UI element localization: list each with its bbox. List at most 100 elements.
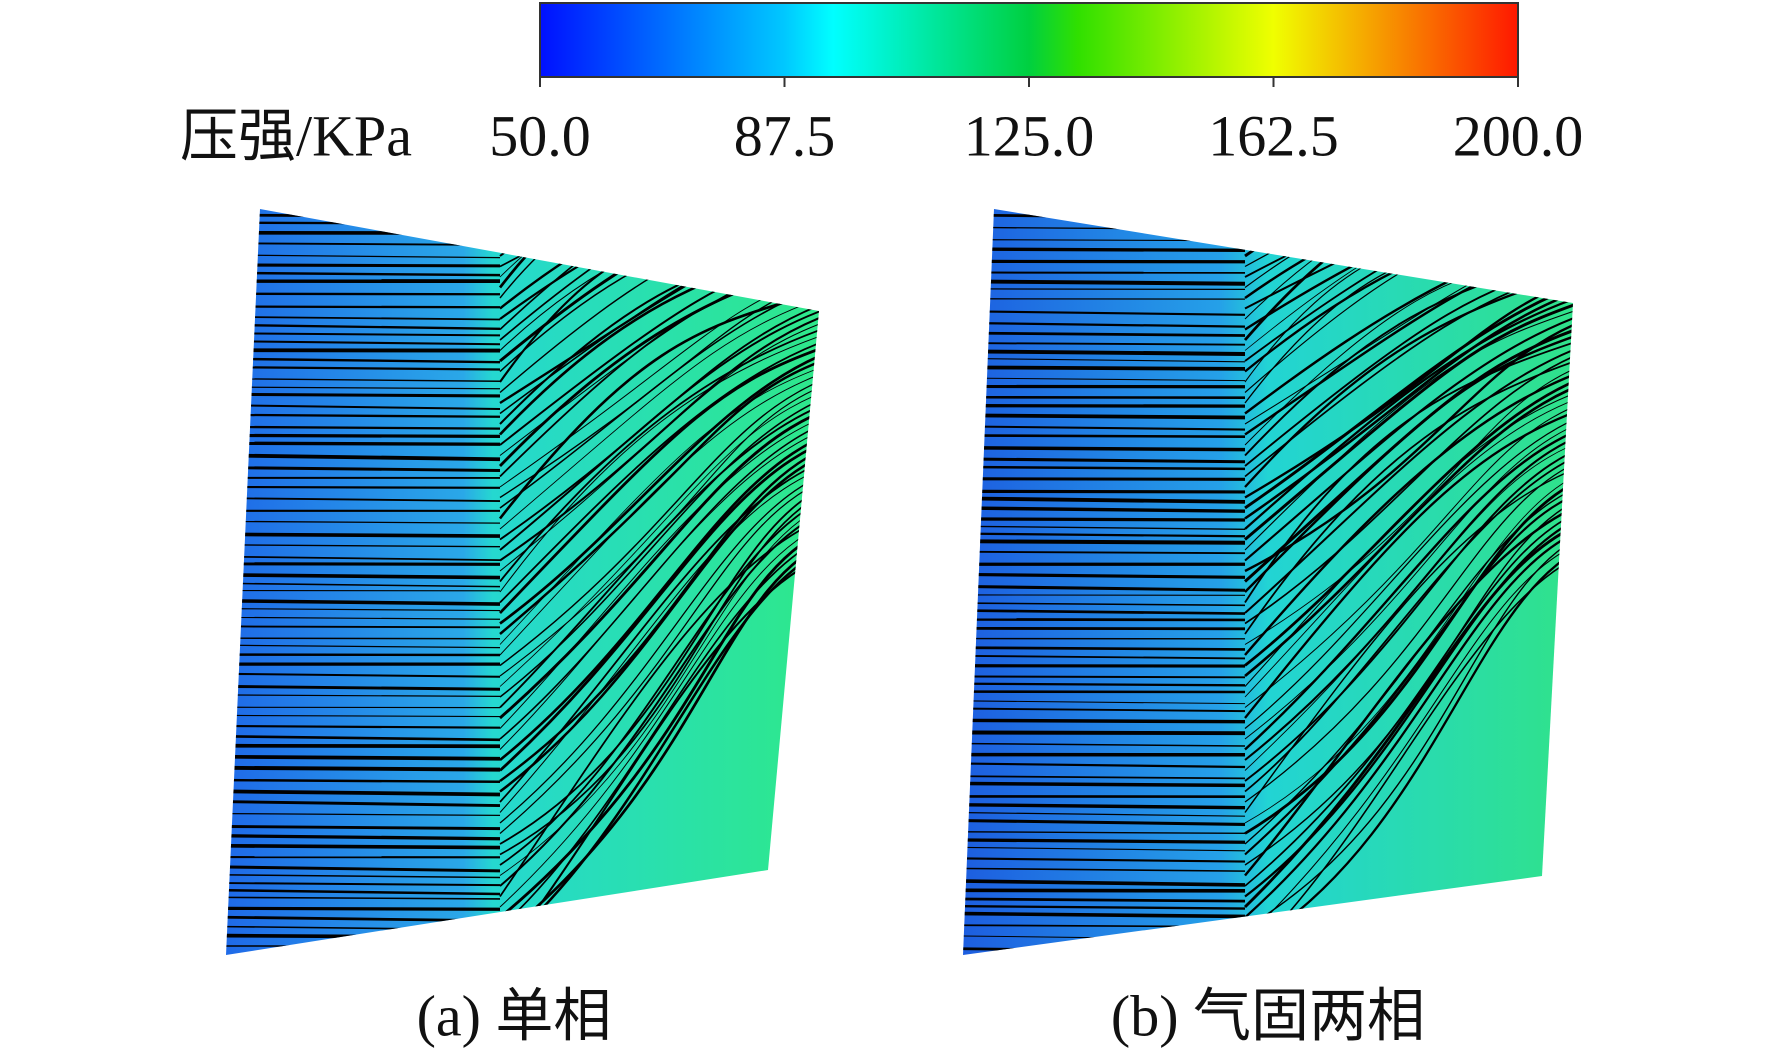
panel-caption: (b) 气固两相 [1111,983,1425,1048]
streamline [226,896,501,900]
streamline [1244,460,1573,813]
streamline [499,366,819,656]
streamline [963,700,1246,705]
streamline [963,846,1246,852]
streamline [963,489,1246,494]
streamline [1244,523,1573,919]
streamline [226,332,501,337]
streamline [963,279,1246,286]
colorbar-tick-label: 200.0 [1453,103,1584,168]
streamline [226,714,501,718]
colorbar-tick-label: 50.0 [489,103,591,168]
streamline [963,811,1246,817]
streamline [963,525,1246,530]
streamline [1244,448,1573,793]
streamline [226,888,501,896]
streamline [226,874,501,879]
streamline [499,379,819,677]
streamline [226,377,501,382]
streamline [1244,372,1573,667]
streamline [499,290,819,530]
streamline [963,496,1246,504]
streamline [226,404,501,410]
streamline [963,357,1246,363]
streamline [1244,385,1573,687]
streamline [499,485,819,856]
streamline [226,812,501,816]
streamline [963,682,1246,687]
streamline [226,754,501,761]
streamline [963,867,1246,872]
streamline [499,447,819,793]
streamline [499,461,819,813]
streamline [226,221,501,225]
streamline [226,485,501,489]
streamline [1244,542,1573,950]
streamline [963,654,1246,660]
streamline [963,572,1246,579]
streamline [499,441,819,782]
streamline [226,694,501,698]
streamline [963,377,1246,382]
streamline [1244,403,1573,719]
streamline [963,831,1246,835]
streamline [963,762,1246,769]
colorbar-ticks: 50.0 87.5 125.0 162.5 200.0 [489,77,1583,168]
streamline [499,410,819,729]
streamline [1244,441,1573,782]
streamline [226,834,501,841]
streamline [226,573,501,580]
streamline [963,742,1246,747]
streamline [226,734,501,742]
streamline [963,879,1246,887]
colorbar-label: 压强/KPa [180,103,412,168]
streamline [226,425,501,430]
streamline [963,602,1246,607]
streamline [499,434,819,772]
streamline [226,520,501,524]
streamline [226,466,501,472]
streamline [226,824,501,831]
streamline [226,778,501,784]
streamline [1243,209,1573,341]
streamline [226,684,501,691]
streamline [499,548,819,955]
streamline [1244,209,1573,299]
streamline [963,904,1246,910]
streamline [226,323,501,330]
streamline [499,334,819,604]
streamline [226,672,501,678]
streamline [963,506,1246,513]
streamline [963,465,1246,471]
streamline [226,616,501,620]
colorbar [539,2,1519,78]
streamline [1244,290,1573,530]
streamline [499,517,819,908]
streamline [226,386,501,390]
streamline [963,803,1246,810]
streamline [499,530,819,929]
streamline [1244,296,1573,541]
streamline [226,340,501,346]
streamline [226,800,501,808]
streamline [226,433,501,438]
streamline [963,446,1246,452]
streamline [963,838,1246,844]
streamline [226,598,501,606]
streamline [226,242,501,246]
streamline [1244,498,1573,877]
streamline [1244,410,1573,729]
streamline [963,818,1246,826]
streamline [499,316,819,572]
streamline [1244,472,1573,835]
streamline [499,492,819,866]
streamline [499,511,819,897]
streamline [226,365,501,371]
streamline [226,453,501,462]
streamline [963,247,1246,252]
streamline [1244,328,1573,593]
streamline [499,340,819,614]
streamline [963,618,1246,622]
streamline [963,646,1246,651]
streamline [963,342,1246,346]
